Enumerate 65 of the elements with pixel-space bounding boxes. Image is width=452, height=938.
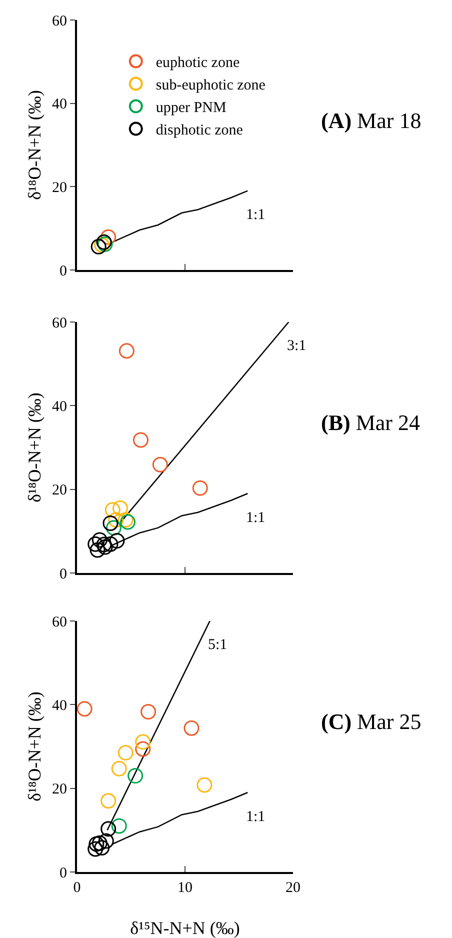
series-label: 1:1 xyxy=(246,809,266,825)
point xyxy=(111,818,127,834)
point xyxy=(102,515,118,531)
point xyxy=(100,793,116,809)
point xyxy=(90,542,106,558)
point xyxy=(111,760,127,776)
point xyxy=(92,835,108,851)
text: (B) Mar 24 xyxy=(321,410,420,435)
y-tick-label: 60 xyxy=(52,315,67,332)
series-label: 1:1 xyxy=(246,207,266,223)
point xyxy=(140,704,156,720)
point xyxy=(90,238,106,254)
y-tick-label: 20 xyxy=(52,482,67,499)
x-axis-title: δ¹⁵N-N+N (‰) xyxy=(130,918,240,938)
point xyxy=(104,502,120,518)
y-axis-title: δ¹⁸O-N+N (‰) xyxy=(24,692,45,802)
legend-label: euphotic zone xyxy=(156,55,240,72)
y-tick-label: 60 xyxy=(52,614,67,630)
point xyxy=(192,480,208,496)
y-tick-label: 0 xyxy=(60,566,67,582)
x-tick-label: 0 xyxy=(73,880,81,896)
point xyxy=(88,836,104,852)
y-tick-label: 20 xyxy=(52,180,67,196)
y-tick-label: 40 xyxy=(52,698,67,714)
series-label: 3:1 xyxy=(287,338,306,354)
point xyxy=(112,500,128,516)
y-axis-title: δ¹⁸O-N+N (‰) xyxy=(24,90,45,200)
point xyxy=(98,833,114,849)
series-label: 5:1 xyxy=(208,637,228,653)
point xyxy=(108,512,124,528)
y-tick-label: 0 xyxy=(60,865,67,882)
text: (A) Mar 18 xyxy=(321,108,422,133)
point xyxy=(135,734,151,750)
series-label: 1:1 xyxy=(246,510,266,526)
point xyxy=(118,745,134,761)
point xyxy=(100,229,116,245)
point xyxy=(94,237,110,253)
point xyxy=(92,532,108,548)
y-tick-label: 40 xyxy=(52,398,67,415)
legend-label: disphotic zone xyxy=(156,122,244,139)
point xyxy=(109,533,125,549)
point xyxy=(135,741,151,757)
y-tick-label: 40 xyxy=(52,96,67,113)
point xyxy=(118,343,134,359)
legend-label: upper PNM xyxy=(156,100,226,116)
y-axis-title: δ¹⁸O-N+N (‰) xyxy=(24,392,45,502)
point xyxy=(102,536,118,552)
y-tick-label: 60 xyxy=(52,13,67,30)
point xyxy=(94,840,110,856)
y-tick-label: 20 xyxy=(52,782,67,798)
text: (C) Mar 25 xyxy=(321,709,422,734)
point xyxy=(184,720,200,736)
point xyxy=(132,432,148,448)
x-tick-label: 20 xyxy=(286,880,300,896)
y-tick-label: 0 xyxy=(60,263,67,280)
x-tick-label: 10 xyxy=(178,880,192,896)
point xyxy=(128,768,144,784)
point xyxy=(77,701,92,717)
point xyxy=(152,456,168,472)
point xyxy=(106,520,122,536)
point xyxy=(88,536,104,552)
legend-label: sub-euphotic zone xyxy=(156,78,266,94)
point xyxy=(100,821,116,837)
point xyxy=(88,841,104,857)
point xyxy=(196,777,212,793)
